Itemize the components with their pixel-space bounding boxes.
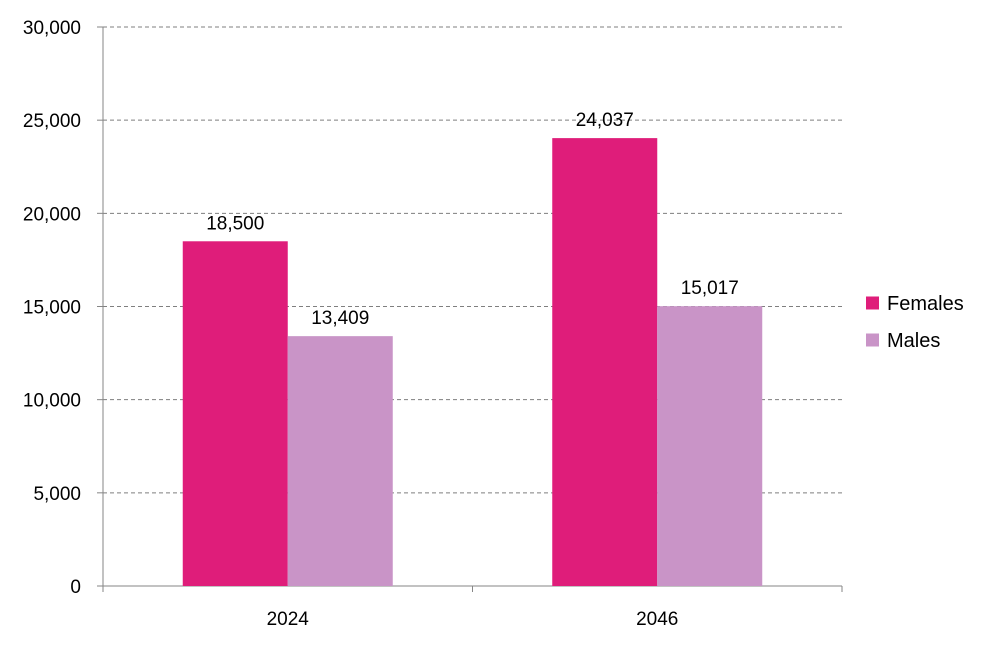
bars xyxy=(182,138,763,587)
y-tick-label: 25,000 xyxy=(23,111,81,132)
data-label: 13,409 xyxy=(311,308,369,329)
x-tick-label: 2046 xyxy=(636,609,678,630)
bar-males-2046 xyxy=(657,306,763,586)
bar-females-2024 xyxy=(182,241,288,587)
legend-label-males: Males xyxy=(887,330,940,352)
x-tick-label: 2024 xyxy=(267,609,310,630)
y-tick-label: 5,000 xyxy=(33,484,81,505)
legend-swatch-females xyxy=(866,296,879,310)
data-label: 24,037 xyxy=(576,110,634,131)
y-tick-label: 10,000 xyxy=(23,391,81,412)
y-tick-label: 30,000 xyxy=(23,18,81,39)
y-tick-label: 0 xyxy=(70,577,81,598)
legend-label-females: Females xyxy=(887,293,964,315)
legend-swatch-males xyxy=(866,333,879,347)
legend: Females Males xyxy=(866,293,964,352)
y-tick-label: 20,000 xyxy=(23,204,81,225)
axes: 0 5,000 10,000 15,000 20,000 25,000 30,000 2024… xyxy=(23,18,843,630)
data-label: 15,017 xyxy=(681,278,739,299)
data-labels: 18,500 24,037 13,409 15,017 xyxy=(206,110,739,329)
data-label: 18,500 xyxy=(206,213,264,234)
bar-males-2024 xyxy=(287,336,393,586)
y-tick-label: 15,000 xyxy=(23,298,81,319)
bar-females-2046 xyxy=(552,138,658,586)
